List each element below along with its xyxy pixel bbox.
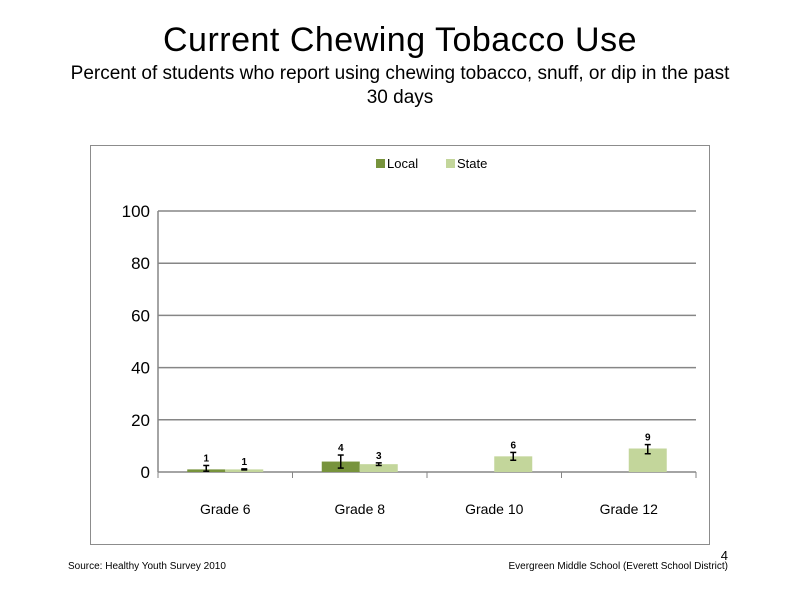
bar-state [494, 456, 533, 472]
chart-frame: 0 20 40 60 80 100 Grade 6 Grade 8 Grade 10 Grade … [90, 145, 710, 545]
school-footer: Evergreen Middle School (Everett School … [508, 561, 728, 572]
x-tick-label: Grade 6 [200, 501, 251, 517]
data-label: 4 [338, 443, 344, 454]
data-label: 1 [203, 453, 209, 464]
y-tick-label: 80 [131, 254, 150, 273]
page-number: 4 [720, 548, 728, 563]
data-label: 1 [241, 457, 247, 468]
y-tick-label: 20 [131, 411, 150, 430]
x-tick-label: Grade 10 [465, 501, 524, 517]
legend-label-local: Local [387, 156, 418, 171]
y-tick-label: 60 [131, 306, 150, 325]
legend-swatch-state [446, 159, 455, 168]
y-tick-label: 40 [131, 359, 150, 378]
y-tick-label: 0 [141, 463, 150, 482]
bar-state [628, 448, 667, 472]
data-label: 3 [376, 451, 382, 462]
x-tick-label: Grade 12 [600, 501, 659, 517]
source-note: Source: Healthy Youth Survey 2010 [68, 561, 226, 572]
data-label: 9 [645, 433, 651, 444]
slide-title: Current Chewing Tobacco Use [163, 21, 637, 59]
data-label: 6 [510, 440, 516, 451]
bar-state [359, 464, 398, 472]
y-tick-label: 100 [122, 202, 150, 221]
legend-swatch-local [376, 159, 385, 168]
x-tick-label: Grade 8 [334, 501, 385, 517]
bar-chart: 0 20 40 60 80 100 Grade 6 Grade 8 Grade 10 Grade … [122, 156, 697, 517]
slide-subtitle: Percent of students who report using che… [70, 63, 730, 108]
legend-label-state: State [457, 156, 487, 171]
bar-state [225, 469, 264, 472]
